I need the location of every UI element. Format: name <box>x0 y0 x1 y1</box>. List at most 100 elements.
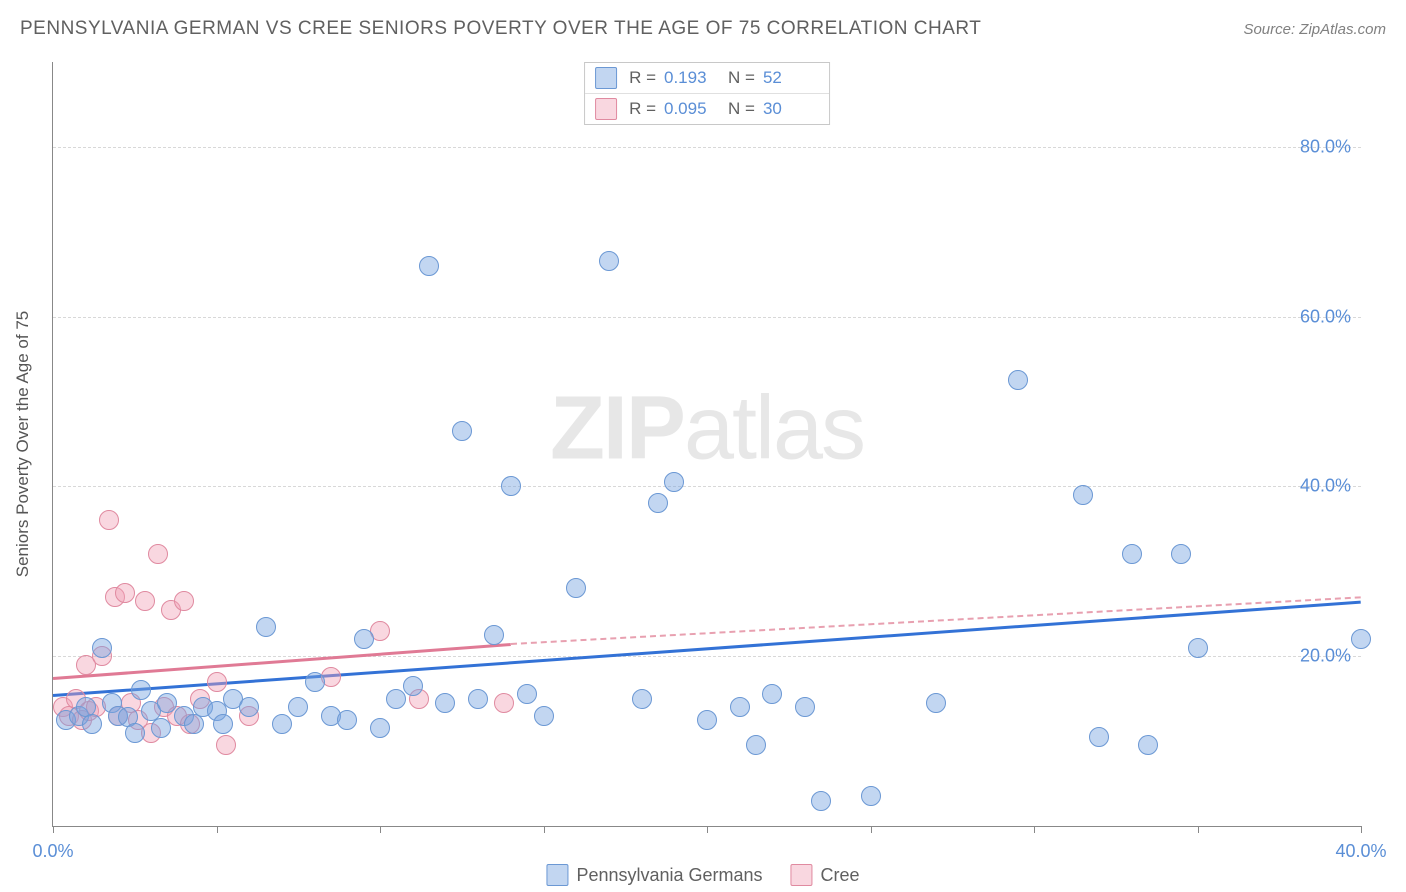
data-point-pg <box>213 714 233 734</box>
grid-line <box>53 317 1361 318</box>
stats-legend: R = 0.193 N = 52 R = 0.095 N = 30 <box>584 62 830 125</box>
legend-item-pg: Pennsylvania Germans <box>546 864 762 886</box>
data-point-cree <box>148 544 168 564</box>
x-tick-label: 40.0% <box>1335 841 1386 862</box>
data-point-cree <box>135 591 155 611</box>
data-point-pg <box>337 710 357 730</box>
data-point-pg <box>435 693 455 713</box>
data-point-pg <box>419 256 439 276</box>
data-point-pg <box>92 638 112 658</box>
plot-area: Seniors Poverty Over the Age of 75 R = 0… <box>52 62 1361 827</box>
grid-line <box>53 486 1361 487</box>
data-point-pg <box>239 697 259 717</box>
data-point-pg <box>1138 735 1158 755</box>
data-point-cree <box>207 672 227 692</box>
data-point-pg <box>861 786 881 806</box>
stat-r-pg: 0.193 <box>664 68 716 88</box>
grid-line <box>53 147 1361 148</box>
x-tick-label: 0.0% <box>32 841 73 862</box>
data-point-pg <box>125 723 145 743</box>
data-point-pg <box>795 697 815 717</box>
data-point-pg <box>151 718 171 738</box>
data-point-pg <box>632 689 652 709</box>
trend-line <box>53 643 511 679</box>
data-point-pg <box>1122 544 1142 564</box>
data-point-pg <box>534 706 554 726</box>
data-point-pg <box>184 714 204 734</box>
stats-row-pg: R = 0.193 N = 52 <box>585 63 829 93</box>
data-point-pg <box>386 689 406 709</box>
swatch-pg <box>595 67 617 89</box>
x-tick <box>707 826 708 833</box>
data-point-pg <box>762 684 782 704</box>
data-point-pg <box>288 697 308 717</box>
stat-r-label: R = <box>629 99 656 119</box>
data-point-pg <box>370 718 390 738</box>
x-tick <box>1034 826 1035 833</box>
data-point-pg <box>501 476 521 496</box>
y-tick-label: 20.0% <box>1300 646 1351 667</box>
legend-label-pg: Pennsylvania Germans <box>576 865 762 886</box>
data-point-pg <box>1073 485 1093 505</box>
legend-label-cree: Cree <box>821 865 860 886</box>
trend-line <box>511 597 1361 646</box>
bottom-legend: Pennsylvania Germans Cree <box>546 864 859 886</box>
data-point-pg <box>82 714 102 734</box>
data-point-pg <box>1089 727 1109 747</box>
x-tick <box>1361 826 1362 833</box>
data-point-pg <box>1171 544 1191 564</box>
stats-row-cree: R = 0.095 N = 30 <box>585 93 829 124</box>
grid-line <box>53 656 1361 657</box>
data-point-pg <box>305 672 325 692</box>
data-point-pg <box>1351 629 1371 649</box>
y-tick-label: 60.0% <box>1300 306 1351 327</box>
data-point-pg <box>730 697 750 717</box>
y-tick-label: 80.0% <box>1300 136 1351 157</box>
source-attribution: Source: ZipAtlas.com <box>1243 21 1386 38</box>
stat-r-cree: 0.095 <box>664 99 716 119</box>
data-point-pg <box>452 421 472 441</box>
swatch-pg <box>546 864 568 886</box>
data-point-pg <box>272 714 292 734</box>
x-tick <box>380 826 381 833</box>
y-tick-label: 40.0% <box>1300 476 1351 497</box>
stat-r-label: R = <box>629 68 656 88</box>
x-tick <box>871 826 872 833</box>
x-tick <box>217 826 218 833</box>
data-point-pg <box>746 735 766 755</box>
data-point-pg <box>468 689 488 709</box>
data-point-cree <box>216 735 236 755</box>
x-tick <box>1198 826 1199 833</box>
data-point-cree <box>174 591 194 611</box>
trend-line <box>53 601 1361 697</box>
stat-n-label: N = <box>728 99 755 119</box>
data-point-pg <box>926 693 946 713</box>
data-point-pg <box>354 629 374 649</box>
data-point-cree <box>494 693 514 713</box>
x-tick <box>53 826 54 833</box>
stat-n-cree: 30 <box>763 99 815 119</box>
data-point-pg <box>403 676 423 696</box>
swatch-cree <box>595 98 617 120</box>
stat-n-label: N = <box>728 68 755 88</box>
data-point-pg <box>648 493 668 513</box>
data-point-pg <box>256 617 276 637</box>
data-point-pg <box>1008 370 1028 390</box>
data-point-pg <box>664 472 684 492</box>
data-point-pg <box>517 684 537 704</box>
legend-item-cree: Cree <box>791 864 860 886</box>
data-point-pg <box>566 578 586 598</box>
stat-n-pg: 52 <box>763 68 815 88</box>
data-point-pg <box>697 710 717 730</box>
x-tick <box>544 826 545 833</box>
data-point-pg <box>1188 638 1208 658</box>
data-point-pg <box>131 680 151 700</box>
chart-title: PENNSYLVANIA GERMAN VS CREE SENIORS POVE… <box>20 18 981 40</box>
data-point-cree <box>115 583 135 603</box>
watermark: ZIPatlas <box>550 377 864 480</box>
swatch-cree <box>791 864 813 886</box>
data-point-cree <box>99 510 119 530</box>
y-axis-title: Seniors Poverty Over the Age of 75 <box>13 311 33 577</box>
data-point-pg <box>599 251 619 271</box>
data-point-pg <box>484 625 504 645</box>
